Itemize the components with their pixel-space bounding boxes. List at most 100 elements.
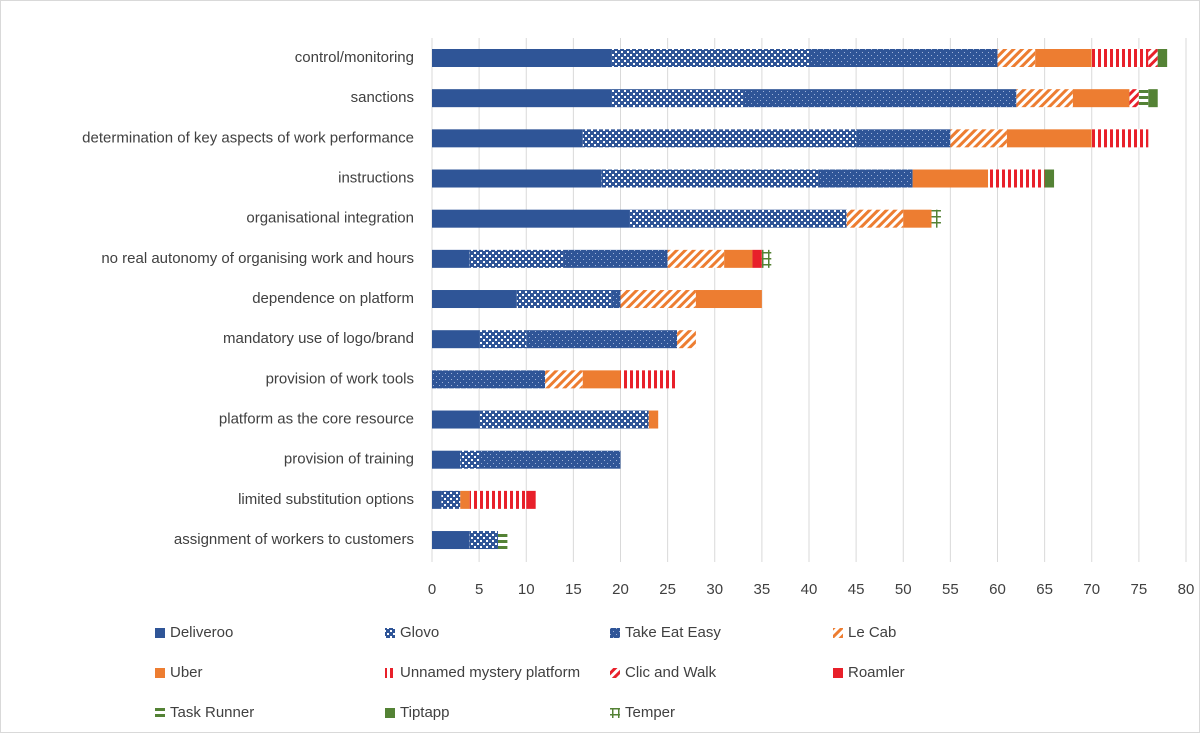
bar-segment bbox=[441, 490, 461, 509]
bar-segment bbox=[724, 249, 753, 268]
x-tick-label: 25 bbox=[659, 581, 676, 598]
bar-segment bbox=[818, 169, 913, 188]
bar-segment bbox=[432, 490, 442, 509]
x-tick-label: 20 bbox=[612, 581, 629, 598]
bar-segment bbox=[479, 330, 527, 349]
bar-segment bbox=[1006, 129, 1092, 148]
bar-segment bbox=[997, 49, 1036, 67]
x-tick-label: 45 bbox=[848, 581, 865, 598]
legend-swatch bbox=[610, 628, 620, 638]
category-label: assignment of workers to customers bbox=[174, 531, 414, 548]
bar-segment bbox=[479, 410, 649, 429]
bar-segment bbox=[752, 249, 762, 268]
bar-segment bbox=[931, 209, 941, 228]
category-label: mandatory use of logo/brand bbox=[223, 330, 414, 347]
legend-swatch bbox=[610, 708, 620, 718]
legend-swatch bbox=[385, 668, 395, 678]
bar-segment bbox=[582, 129, 857, 148]
category-label: no real autonomy of organising work and … bbox=[101, 250, 414, 267]
bar-segment bbox=[611, 89, 744, 108]
x-tick-label: 80 bbox=[1178, 581, 1195, 598]
bar-segment bbox=[846, 209, 904, 228]
bar-segment bbox=[563, 249, 668, 268]
bar-segment bbox=[460, 490, 470, 509]
bar-segment bbox=[1138, 89, 1149, 108]
bar-segment bbox=[1148, 89, 1158, 108]
bar-segment bbox=[1129, 89, 1139, 108]
legend-label: Take Eat Easy bbox=[625, 624, 721, 641]
category-label: determination of key aspects of work per… bbox=[82, 129, 414, 146]
legend-swatch bbox=[155, 628, 165, 638]
x-tick-label: 10 bbox=[518, 581, 535, 598]
bar-segment bbox=[432, 249, 470, 268]
legend-label: Tiptapp bbox=[400, 704, 449, 721]
category-label: control/monitoring bbox=[295, 49, 414, 66]
bar-segment bbox=[526, 330, 678, 349]
bar-segment bbox=[629, 209, 847, 228]
bar-segment bbox=[460, 450, 480, 469]
x-tick-label: 65 bbox=[1036, 581, 1053, 598]
bar-segment bbox=[667, 249, 725, 268]
bar-segment bbox=[432, 290, 517, 309]
legend-swatch bbox=[155, 668, 165, 678]
bar-segment bbox=[432, 49, 612, 67]
x-tick-label: 30 bbox=[706, 581, 723, 598]
x-tick-label: 50 bbox=[895, 581, 912, 598]
bar-segment bbox=[648, 410, 659, 429]
x-tick-label: 60 bbox=[989, 581, 1006, 598]
legend-label: Uber bbox=[170, 664, 203, 681]
bar-segment bbox=[695, 290, 762, 309]
x-tick-label: 5 bbox=[475, 581, 483, 598]
bar-segment bbox=[611, 290, 621, 309]
bar-segment bbox=[988, 169, 1045, 188]
bar-segment bbox=[545, 370, 583, 389]
legend-label: Le Cab bbox=[848, 624, 896, 641]
legend-label: Temper bbox=[625, 704, 675, 721]
bar-segment bbox=[432, 129, 583, 148]
bar-segment bbox=[1091, 49, 1149, 67]
legend-swatch bbox=[155, 708, 165, 718]
bar-segment bbox=[950, 129, 1007, 148]
category-label: organisational integration bbox=[246, 210, 414, 227]
category-label: platform as the core resource bbox=[219, 410, 414, 427]
legend-swatch bbox=[833, 668, 843, 678]
bar-segment bbox=[432, 330, 480, 349]
bar-segment bbox=[903, 209, 932, 228]
bar-segment bbox=[677, 330, 696, 349]
bar-segment bbox=[582, 370, 621, 389]
bar-segment bbox=[516, 290, 612, 309]
bar-segment bbox=[432, 410, 480, 429]
bar-segment bbox=[469, 249, 564, 268]
bar-segment bbox=[469, 490, 527, 509]
bar-segment bbox=[1016, 89, 1073, 108]
bar-segment bbox=[432, 370, 546, 389]
x-tick-label: 0 bbox=[428, 581, 436, 598]
bar-segment bbox=[479, 450, 621, 469]
bar-segment bbox=[1148, 49, 1158, 67]
bar-segment bbox=[611, 49, 809, 67]
bar-segment bbox=[743, 89, 1017, 108]
legend-swatch bbox=[385, 708, 395, 718]
bar-segment bbox=[432, 89, 612, 108]
legend-swatch bbox=[833, 628, 843, 638]
legend-label: Roamler bbox=[848, 664, 905, 681]
bar-segment bbox=[620, 370, 678, 389]
category-label: dependence on platform bbox=[252, 290, 414, 307]
x-tick-label: 40 bbox=[801, 581, 818, 598]
bar-segment bbox=[912, 169, 989, 188]
x-tick-label: 35 bbox=[754, 581, 771, 598]
legend-label: Deliveroo bbox=[170, 624, 233, 641]
legend-label: Clic and Walk bbox=[625, 664, 717, 681]
bar-segment bbox=[1157, 49, 1168, 67]
legend-label: Task Runner bbox=[170, 704, 254, 721]
category-label: provision of work tools bbox=[266, 370, 414, 387]
bar-segment bbox=[432, 169, 602, 188]
category-label: instructions bbox=[338, 169, 414, 186]
category-label: provision of training bbox=[284, 451, 414, 468]
bar-segment bbox=[497, 531, 508, 550]
bar-segment bbox=[601, 169, 819, 188]
bar-segment bbox=[809, 49, 998, 67]
bar-segment bbox=[1091, 129, 1149, 148]
